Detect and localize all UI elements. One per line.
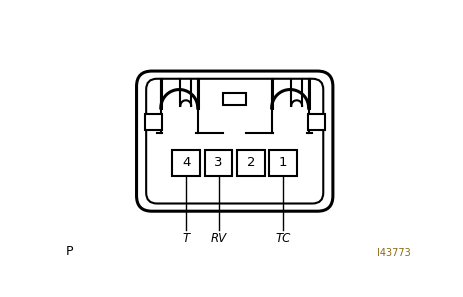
Text: I43773: I43773 <box>375 248 409 258</box>
Bar <box>172 150 200 176</box>
Bar <box>223 93 246 105</box>
Text: T: T <box>182 232 189 245</box>
Text: P: P <box>65 245 73 258</box>
FancyBboxPatch shape <box>136 71 332 211</box>
Text: 4: 4 <box>181 156 190 169</box>
Text: 3: 3 <box>214 156 222 169</box>
Text: TC: TC <box>275 232 290 245</box>
Bar <box>269 150 296 176</box>
Bar <box>204 150 232 176</box>
Bar <box>307 114 324 129</box>
Bar <box>144 114 161 129</box>
Text: 2: 2 <box>246 156 255 169</box>
Bar <box>237 150 264 176</box>
Text: 1: 1 <box>278 156 287 169</box>
Text: RV: RV <box>210 232 226 245</box>
